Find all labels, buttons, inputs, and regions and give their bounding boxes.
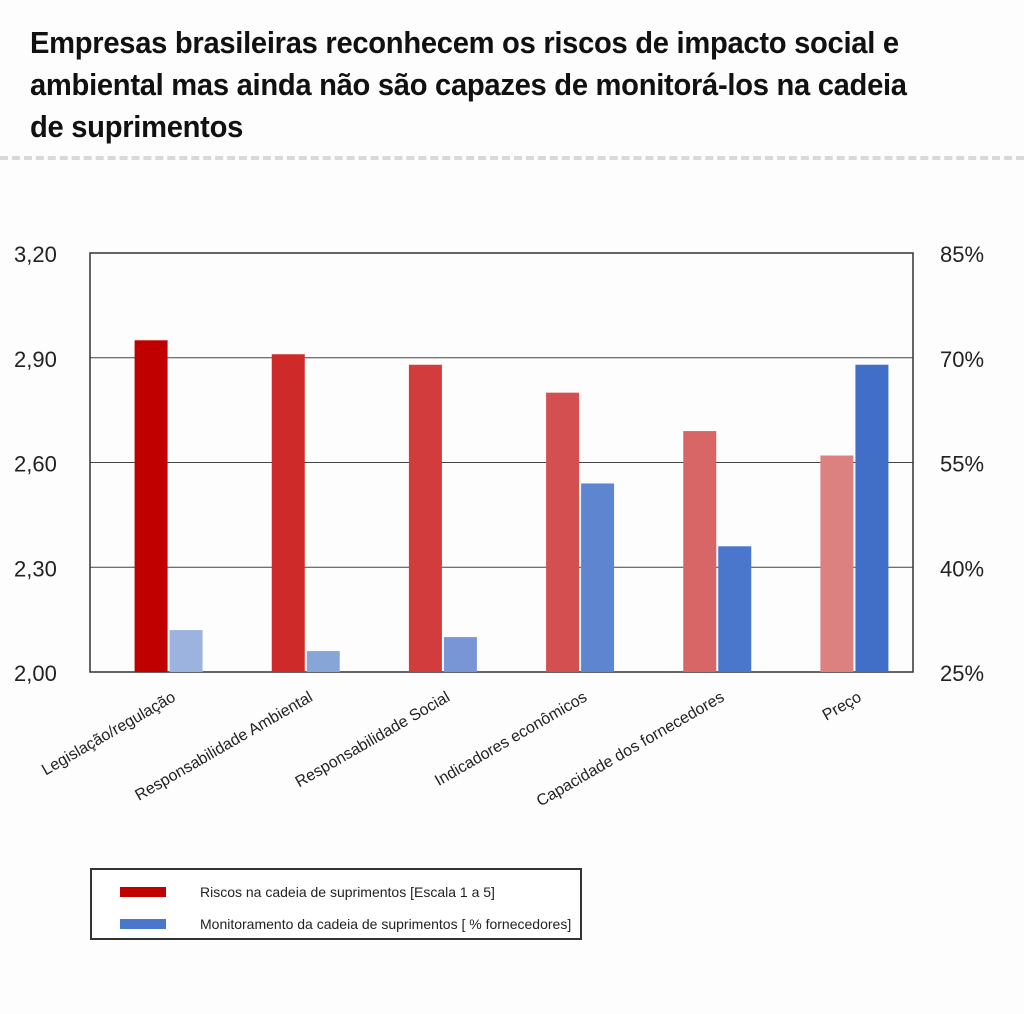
bar-riscos [271, 354, 305, 672]
left-tick-label: 2,30 [14, 556, 57, 581]
bar-riscos [134, 340, 168, 672]
legend-swatch-riscos [120, 887, 166, 897]
bar-monitoramento [306, 651, 340, 672]
left-tick-label: 2,00 [14, 661, 57, 686]
legend-label-riscos: Riscos na cadeia de suprimentos [Escala … [200, 884, 495, 900]
bar-monitoramento [855, 364, 889, 672]
bar-monitoramento [169, 630, 203, 672]
bar-monitoramento [718, 546, 752, 672]
right-tick-label: 70% [940, 347, 984, 372]
bar-monitoramento [443, 637, 477, 672]
category-label: Preço [820, 689, 865, 725]
bar-riscos [546, 392, 580, 672]
title-divider [0, 156, 1024, 160]
legend-item-riscos: Riscos na cadeia de suprimentos [Escala … [120, 882, 495, 902]
right-tick-label: 85% [940, 242, 984, 267]
right-tick-label: 25% [940, 661, 984, 686]
right-tick-label: 40% [940, 556, 984, 581]
right-tick-label: 55% [940, 452, 984, 477]
bar-chart: 2,00 25% 2,30 40% 2,60 55% 2,90 70% 3,20 85% Legis… [14, 242, 984, 810]
chart-legend: Riscos na cadeia de suprimentos [Escala … [90, 868, 582, 940]
bar-riscos [820, 455, 854, 672]
category-label: Indicadores econômicos [432, 689, 590, 790]
category-label: Legislação/regulação [39, 689, 179, 779]
legend-item-monitoramento: Monitoramento da cadeia de suprimentos [… [120, 914, 571, 934]
bar-riscos [408, 364, 442, 672]
plot-frame [89, 252, 914, 673]
bar-monitoramento [581, 483, 615, 672]
bar-riscos [683, 431, 717, 672]
chart-title: Empresas brasileiras reconhecem os risco… [30, 25, 907, 144]
left-tick-label: 2,60 [14, 452, 57, 477]
left-tick-label: 3,20 [14, 242, 57, 267]
left-tick-label: 2,90 [14, 347, 57, 372]
legend-swatch-monitoramento [120, 919, 166, 929]
category-label: Responsabilidade Social [293, 689, 453, 791]
legend-label-monitoramento: Monitoramento da cadeia de suprimentos [… [200, 916, 572, 932]
